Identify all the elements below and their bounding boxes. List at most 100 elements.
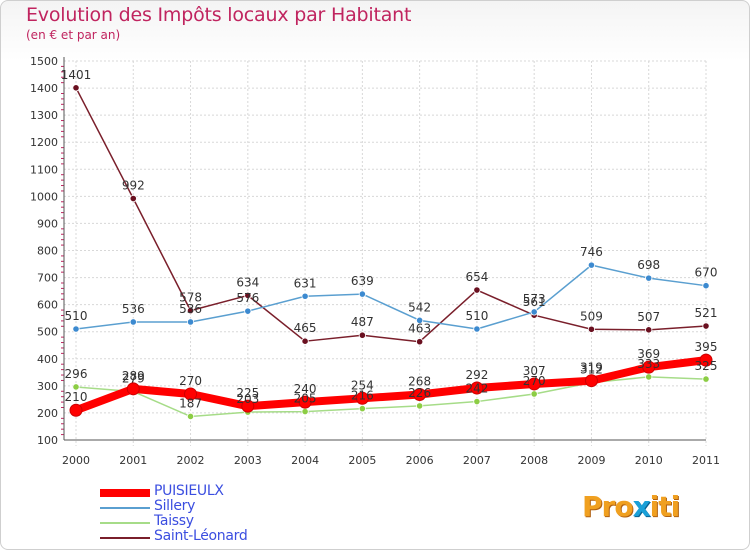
data-point bbox=[699, 353, 713, 367]
data-label: 216 bbox=[351, 389, 374, 403]
data-point bbox=[184, 387, 198, 401]
data-label: 463 bbox=[408, 322, 431, 336]
data-label: 465 bbox=[294, 321, 317, 335]
data-point bbox=[358, 290, 366, 298]
x-tick-label: 2011 bbox=[692, 454, 720, 467]
data-label: 639 bbox=[351, 274, 374, 288]
data-point bbox=[530, 390, 538, 398]
y-tick-label: 100 bbox=[37, 434, 58, 447]
data-point bbox=[186, 412, 195, 421]
x-tick-label: 2004 bbox=[291, 454, 319, 467]
data-label: 289 bbox=[122, 369, 145, 383]
legend-label: Taissy bbox=[154, 513, 194, 529]
data-point bbox=[72, 84, 80, 92]
x-tick-label: 2003 bbox=[234, 454, 262, 467]
legend-label: Sillery bbox=[154, 498, 196, 514]
data-label: 509 bbox=[580, 309, 603, 323]
x-tick-label: 2001 bbox=[119, 454, 147, 467]
x-tick-label: 2000 bbox=[62, 454, 90, 467]
y-tick-label: 1200 bbox=[30, 136, 58, 149]
y-tick-label: 1500 bbox=[30, 55, 58, 68]
legend-swatch bbox=[100, 522, 150, 524]
data-label: 270 bbox=[179, 374, 202, 388]
logo-text: Pro bbox=[582, 490, 634, 523]
y-tick-label: 600 bbox=[37, 299, 58, 312]
data-label: 578 bbox=[179, 291, 202, 305]
data-label: 279 bbox=[122, 372, 145, 386]
data-label: 634 bbox=[236, 275, 259, 289]
x-tick-label: 2010 bbox=[635, 454, 663, 467]
chart-data-labels: 1401 992 578 634 465 487 463 654 561 509 507 521 510… bbox=[61, 68, 718, 411]
legend-swatch bbox=[100, 507, 150, 509]
data-label: 992 bbox=[122, 179, 145, 193]
data-label: 654 bbox=[465, 270, 488, 284]
data-label: 573 bbox=[523, 292, 546, 306]
data-point bbox=[129, 194, 137, 203]
data-label: 510 bbox=[465, 309, 488, 323]
x-tick-label: 2002 bbox=[177, 454, 205, 467]
data-point bbox=[301, 407, 309, 416]
y-tick-label: 500 bbox=[37, 326, 58, 339]
data-point bbox=[72, 325, 80, 333]
data-point bbox=[355, 391, 369, 405]
data-label: 561 bbox=[523, 295, 546, 309]
y-tick-label: 1100 bbox=[30, 163, 58, 176]
data-label: 325 bbox=[695, 359, 718, 373]
data-label: 254 bbox=[351, 378, 374, 392]
data-label: 205 bbox=[294, 392, 317, 406]
data-point bbox=[244, 291, 252, 300]
data-label: 296 bbox=[65, 367, 88, 381]
data-point bbox=[645, 373, 653, 381]
series-line-puisieulx bbox=[72, 356, 710, 415]
data-label: 536 bbox=[179, 302, 202, 316]
data-label: 292 bbox=[465, 368, 488, 382]
logo-text: iti bbox=[649, 490, 681, 523]
data-point bbox=[301, 292, 309, 300]
y-tick-label: 1300 bbox=[30, 109, 58, 122]
data-point bbox=[702, 282, 710, 290]
data-label: 242 bbox=[465, 382, 488, 396]
x-tick-label: 2005 bbox=[348, 454, 376, 467]
data-point bbox=[470, 381, 484, 395]
data-label: 487 bbox=[351, 315, 374, 329]
data-point bbox=[186, 306, 195, 315]
data-point bbox=[473, 397, 481, 406]
data-label: 746 bbox=[580, 245, 603, 259]
data-label: 319 bbox=[580, 361, 603, 375]
legend-item-taissy: Taissy bbox=[100, 513, 320, 531]
y-tick-label: 1400 bbox=[30, 82, 58, 95]
legend-label: PUISIEULX bbox=[154, 483, 224, 499]
data-label: 312 bbox=[580, 363, 603, 377]
data-label: 510 bbox=[65, 309, 88, 323]
proxiti-logo: Proxiti bbox=[582, 490, 681, 523]
data-point bbox=[186, 318, 195, 326]
legend-swatch bbox=[100, 489, 150, 497]
data-point bbox=[702, 375, 710, 383]
data-point bbox=[527, 377, 541, 391]
legend-item-puisieulx: PUISIEULX bbox=[100, 483, 320, 501]
data-point bbox=[473, 286, 481, 294]
data-label: 268 bbox=[408, 375, 431, 389]
data-label: 333 bbox=[637, 357, 660, 371]
data-point bbox=[530, 308, 538, 316]
data-point bbox=[69, 403, 83, 417]
chart-axes: 1002003004005006007008009001000110012001… bbox=[30, 55, 720, 467]
x-tick-label: 2006 bbox=[406, 454, 434, 467]
data-point bbox=[129, 318, 137, 326]
data-point bbox=[645, 274, 653, 282]
data-label: 542 bbox=[408, 300, 431, 314]
chart-series bbox=[69, 84, 713, 421]
data-point bbox=[416, 316, 424, 324]
data-point bbox=[413, 388, 427, 402]
data-label: 225 bbox=[236, 386, 259, 400]
y-tick-label: 800 bbox=[37, 245, 58, 258]
data-label: 670 bbox=[695, 266, 718, 280]
series-line-saint-l-onard bbox=[75, 87, 707, 343]
data-point bbox=[416, 338, 424, 346]
legend-item-sillery: Sillery bbox=[100, 498, 320, 516]
y-tick-label: 1000 bbox=[30, 190, 58, 203]
data-point bbox=[416, 402, 424, 410]
data-point bbox=[126, 382, 140, 396]
data-label: 536 bbox=[122, 302, 145, 316]
